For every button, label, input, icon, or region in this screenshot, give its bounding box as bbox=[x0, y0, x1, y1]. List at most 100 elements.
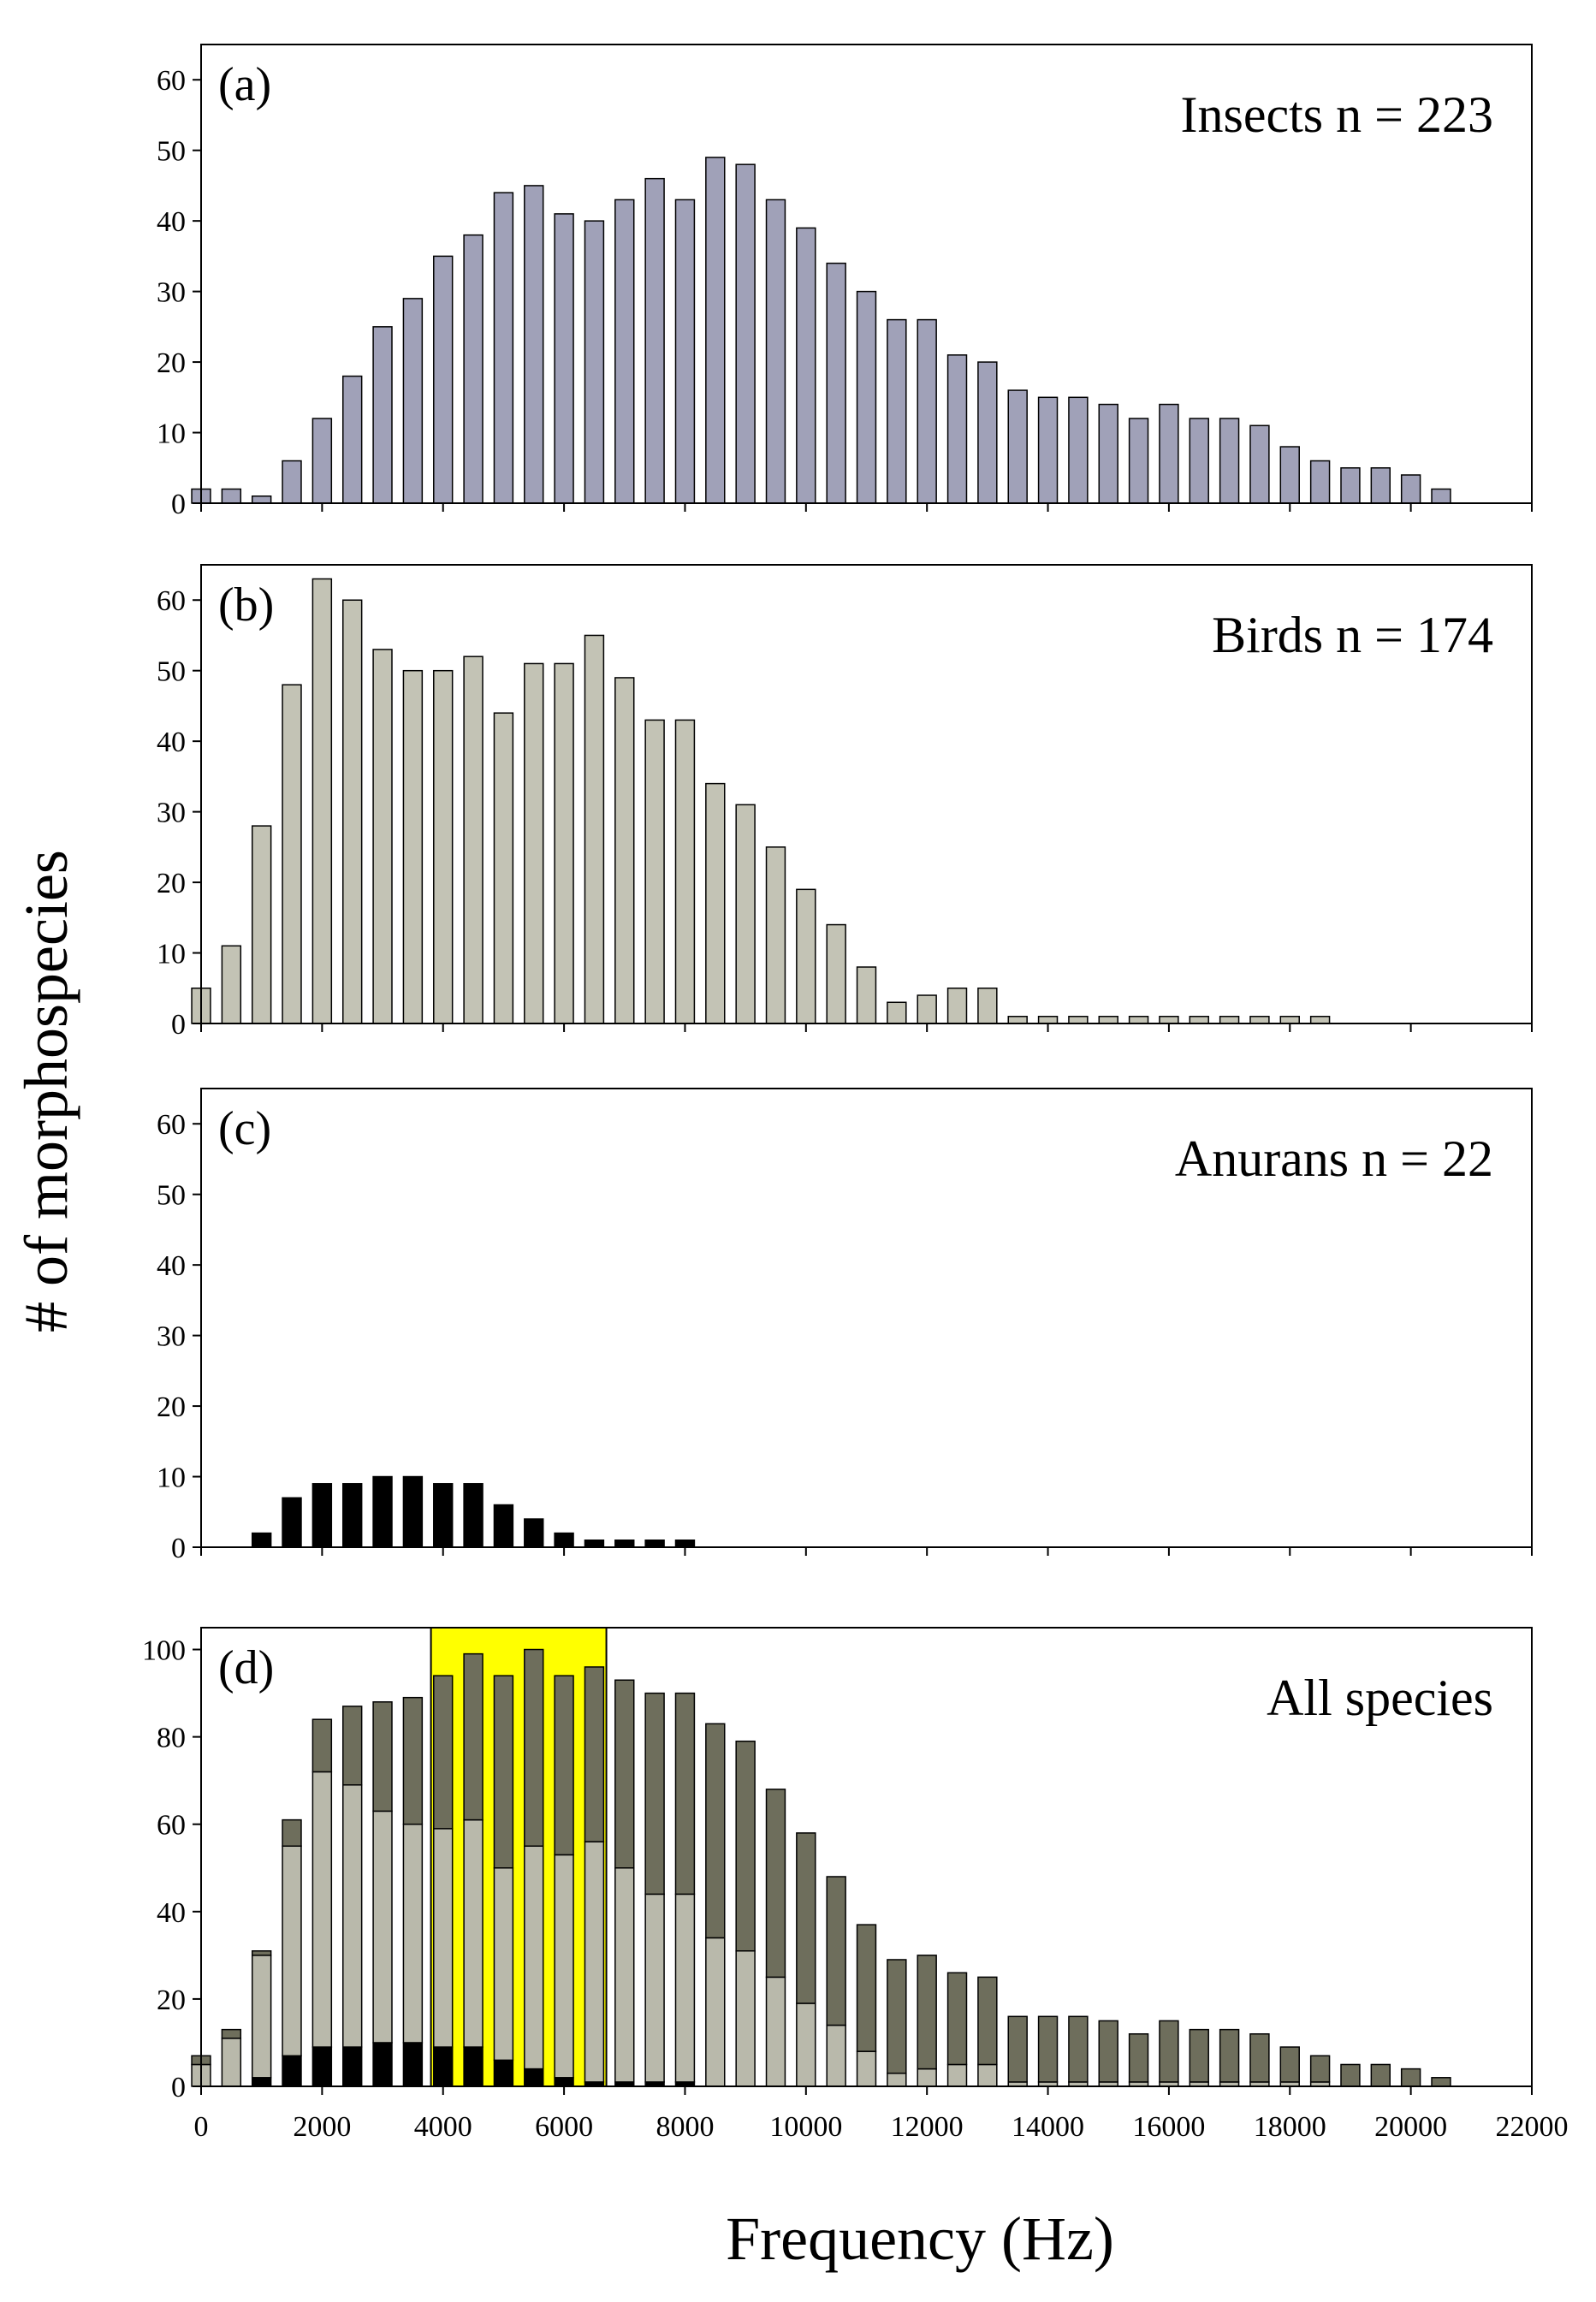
bar bbox=[1037, 1016, 1059, 1024]
bar-segment bbox=[463, 1652, 484, 1821]
bar-segment bbox=[493, 1675, 514, 1869]
bar-segment bbox=[735, 1950, 756, 2087]
bar-segment bbox=[705, 1937, 726, 2087]
y-tick-label: 50 bbox=[157, 136, 186, 168]
x-tick-label: 0 bbox=[194, 2111, 209, 2143]
y-tick-label: 0 bbox=[171, 489, 186, 520]
panel-letter: (b) bbox=[218, 578, 274, 632]
bar-segment bbox=[372, 1810, 393, 2044]
panel-letter: (a) bbox=[218, 58, 271, 111]
x-tick-label: 16000 bbox=[1132, 2111, 1205, 2143]
bar bbox=[524, 185, 544, 504]
bar bbox=[493, 712, 514, 1024]
bar bbox=[1068, 396, 1089, 504]
bar-segment bbox=[1219, 2028, 1240, 2083]
bar-segment bbox=[463, 1818, 484, 2048]
bar bbox=[251, 825, 272, 1024]
bar-segment bbox=[584, 1666, 605, 1842]
bar bbox=[311, 578, 333, 1024]
bar-segment bbox=[251, 1950, 272, 1956]
bar-segment bbox=[311, 1771, 333, 2048]
bar-segment bbox=[765, 1976, 786, 2087]
plot-frame bbox=[200, 44, 1533, 504]
bar-segment bbox=[1431, 2077, 1451, 2087]
bar-segment bbox=[796, 1832, 816, 2004]
bar-segment bbox=[1037, 2015, 1059, 2083]
bar bbox=[251, 495, 272, 504]
panel-b: 0 10 20 30 40 50 60 (b) Birds n = 174 bbox=[157, 564, 1533, 1041]
y-tick-label: 60 bbox=[157, 1810, 186, 1842]
bar-segment bbox=[946, 1972, 968, 2066]
bar-segment bbox=[524, 1845, 544, 2070]
bar bbox=[554, 1532, 574, 1548]
bar bbox=[1370, 467, 1391, 504]
x-tick-label: 18000 bbox=[1254, 2111, 1326, 2143]
bar bbox=[977, 988, 998, 1024]
bar-segment bbox=[917, 1955, 937, 2070]
bar bbox=[1189, 1016, 1209, 1024]
bar-segment bbox=[856, 2050, 877, 2087]
x-tick-label: 4000 bbox=[414, 2111, 472, 2143]
bar bbox=[282, 1497, 302, 1548]
bar bbox=[463, 1483, 484, 1548]
bar-segment bbox=[341, 2046, 363, 2087]
x-tick-label: 2000 bbox=[293, 2111, 351, 2143]
bar-segment bbox=[524, 2068, 544, 2087]
bar bbox=[735, 163, 756, 504]
bar bbox=[402, 298, 424, 504]
bar-segment bbox=[341, 1784, 363, 2048]
bar bbox=[372, 649, 393, 1024]
bar bbox=[221, 488, 242, 504]
y-tick-label: 60 bbox=[157, 65, 186, 97]
bar bbox=[402, 669, 424, 1024]
bar-segment bbox=[221, 2028, 242, 2039]
bar bbox=[341, 375, 363, 504]
bar bbox=[765, 846, 786, 1024]
bar-segment bbox=[674, 1692, 696, 1896]
x-tick-label: 22000 bbox=[1496, 2111, 1569, 2143]
bar-segment bbox=[221, 2038, 242, 2087]
y-tick-label: 20 bbox=[157, 347, 186, 379]
bar bbox=[977, 361, 998, 504]
bar bbox=[644, 177, 665, 504]
bar-segment bbox=[644, 1893, 665, 2083]
bar-segment bbox=[402, 2042, 424, 2087]
bar bbox=[674, 719, 696, 1024]
bar bbox=[311, 1483, 333, 1548]
bar-segment bbox=[1400, 2068, 1421, 2087]
y-tick-label: 0 bbox=[171, 1009, 186, 1041]
bar bbox=[917, 994, 937, 1024]
y-tick-label: 30 bbox=[157, 798, 186, 829]
bar bbox=[946, 988, 968, 1024]
bar bbox=[1037, 396, 1059, 504]
bar bbox=[584, 220, 605, 504]
bar-segment bbox=[341, 1706, 363, 1786]
x-tick-label: 8000 bbox=[656, 2111, 714, 2143]
bar bbox=[705, 157, 726, 504]
bar-segment bbox=[493, 1867, 514, 2062]
bar-segment bbox=[735, 1740, 756, 1952]
panel-letter: (d) bbox=[218, 1641, 274, 1694]
bar-segment bbox=[372, 1701, 393, 1813]
bar-segment bbox=[977, 1976, 998, 2066]
y-tick-label: 80 bbox=[157, 1723, 186, 1754]
bar bbox=[311, 418, 333, 504]
x-tick-label: 12000 bbox=[891, 2111, 964, 2143]
y-tick-label: 50 bbox=[157, 1180, 186, 1212]
bar bbox=[1340, 467, 1361, 504]
bar-segment bbox=[282, 1845, 302, 2057]
x-tick-label: 14000 bbox=[1012, 2111, 1084, 2143]
bar-segment bbox=[372, 2042, 393, 2087]
bar-segment bbox=[674, 1893, 696, 2083]
bar-segment bbox=[282, 1818, 302, 1847]
panel-a: 0 10 20 30 40 50 60 (a) Insects n = 223 bbox=[157, 44, 1533, 520]
bar-segment bbox=[282, 2055, 302, 2087]
bar-segment bbox=[917, 2068, 937, 2087]
bar-segment bbox=[614, 1867, 635, 2083]
y-tick-label: 10 bbox=[157, 939, 186, 970]
bar-segment bbox=[1279, 2046, 1300, 2083]
bar bbox=[372, 326, 393, 504]
y-tick-label: 30 bbox=[157, 277, 186, 309]
bar bbox=[1007, 1016, 1028, 1024]
bar-segment bbox=[1128, 2032, 1149, 2083]
